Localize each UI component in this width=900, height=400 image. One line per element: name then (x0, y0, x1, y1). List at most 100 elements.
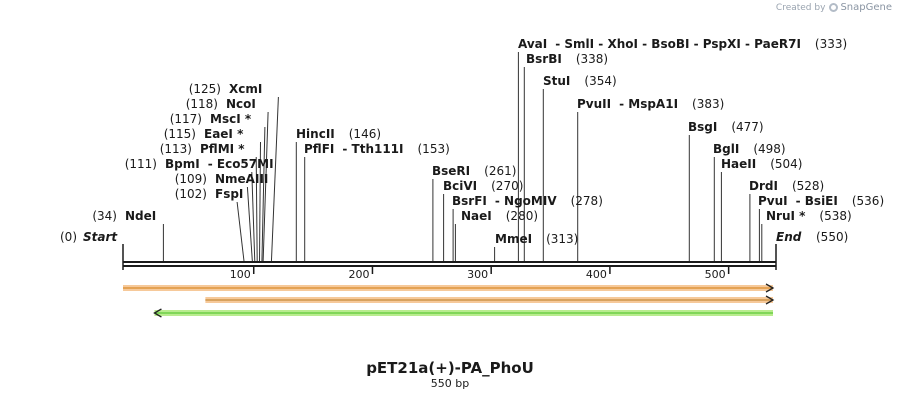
site-name: AvaI (518, 37, 547, 51)
ruler-tick-label: 100 (230, 268, 251, 281)
site-position: (34) (92, 209, 117, 223)
forward-arrow-icon (765, 283, 775, 293)
site-label-msci: (117) MscI * (170, 112, 252, 126)
site-position: (313) (546, 232, 578, 246)
sequence-backbone (123, 261, 776, 267)
site-extra-names: - BsiEI (796, 194, 838, 208)
site-line-nmeaiii (246, 186, 253, 263)
end-label: End (776, 230, 802, 244)
site-label-bcivi: BciVI (270) (443, 179, 523, 193)
site-name: NaeI (461, 209, 492, 223)
site-position: (118) (186, 97, 218, 111)
site-position: (146) (349, 127, 381, 141)
snapgene-credit: Created by SnapGene (776, 2, 892, 13)
site-position: (383) (692, 97, 724, 111)
site-name: NcoI (226, 97, 256, 111)
site-position: (354) (584, 74, 616, 88)
site-label-ndei: (34) NdeI (92, 209, 156, 223)
forward-arrow-icon (765, 295, 775, 305)
site-position: (504) (770, 157, 802, 171)
site-label-pflmi: (113) PflMI * (160, 142, 246, 156)
credit-prefix: Created by (775, 3, 826, 13)
site-label-stui: StuI (354) (543, 74, 617, 88)
site-label-bsrbi: BsrBI (338) (526, 52, 608, 66)
site-position: (538) (819, 209, 851, 223)
site-label-xcmi: (125) XcmI (189, 82, 263, 96)
site-label-drdi: DrdI (528) (749, 179, 824, 193)
site-name: XcmI (229, 82, 262, 96)
site-name: NmeAIII (215, 172, 268, 186)
site-position: (528) (792, 179, 824, 193)
site-label-ncoi: (118) NcoI (186, 97, 256, 111)
site-label-avai: AvaI - SmlI - XhoI - BsoBI - PspXI - PaeR… (518, 37, 847, 51)
site-line-msci (261, 126, 266, 263)
site-position: (117) (170, 112, 202, 126)
reverse-arrow-icon (153, 308, 162, 318)
site-label-bpmi: (111) BpmI - Eco57MI (125, 157, 274, 171)
site-line-fspi (236, 201, 245, 263)
site-name: HincII (296, 127, 335, 141)
site-name: NdeI (125, 209, 156, 223)
site-line-ncoi (262, 111, 269, 263)
site-label-fspi: (102) FspI (175, 187, 244, 201)
site-extra-names: - MspA1I (619, 97, 678, 111)
site-position: (111) (125, 157, 157, 171)
site-position: (153) (418, 142, 450, 156)
site-name: FspI (215, 187, 243, 201)
feature-bar-1[interactable] (123, 283, 775, 293)
site-label-bsgi: BsgI (477) (688, 120, 764, 134)
site-position: (536) (852, 194, 884, 208)
plasmid-length: 550 bp (430, 377, 470, 390)
site-position: (278) (571, 194, 603, 208)
site-name: BglI (713, 142, 739, 156)
site-label-pflfi: PflFI - Tth111I (153) (304, 142, 450, 156)
site-line-bpmi (251, 171, 256, 263)
site-name: MscI * (210, 112, 252, 126)
site-position: (125) (189, 82, 221, 96)
ruler-tick-label: 300 (467, 268, 488, 281)
site-line-pflmi (255, 156, 258, 263)
site-extra-names: - Tth111I (342, 142, 403, 156)
site-label-bgli: BglI (498) (713, 142, 786, 156)
ruler-tick-label: 500 (705, 268, 726, 281)
site-name: BciVI (443, 179, 477, 193)
site-name: HaeII (721, 157, 756, 171)
site-name: PvuII (577, 97, 611, 111)
site-label-nrui: NruI * (538) (766, 209, 852, 223)
site-label-naei: NaeI (280) (461, 209, 538, 223)
site-position: (270) (491, 179, 523, 193)
site-name: MmeI (495, 232, 532, 246)
feature-bar-3[interactable] (153, 308, 773, 318)
site-position: (113) (160, 142, 192, 156)
site-name: PvuI (758, 194, 788, 208)
site-position: (280) (506, 209, 538, 223)
site-position: (115) (164, 127, 196, 141)
ruler-tick-label: 200 (348, 268, 369, 281)
site-label-mmei: MmeI (313) (495, 232, 578, 246)
site-name: BsgI (688, 120, 717, 134)
site-position: (338) (576, 52, 608, 66)
site-name: NruI * (766, 209, 806, 223)
site-name: StuI (543, 74, 570, 88)
site-position: (102) (175, 187, 207, 201)
plasmid-title: pET21a(+)-PA_PhoU (366, 359, 534, 377)
site-line-xcmi (270, 96, 279, 263)
site-label-eaei: (115) EaeI * (164, 127, 244, 141)
start-position: (0) (60, 230, 77, 244)
feature-bar-2[interactable] (205, 295, 775, 305)
site-position: (109) (175, 172, 207, 186)
site-position: (333) (815, 37, 847, 51)
site-label-pvuii: PvuII - MspA1I (383) (577, 97, 724, 111)
credit-brand: SnapGene (840, 2, 892, 13)
start-label: Start (83, 230, 118, 244)
site-label-bsrfi: BsrFI - NgoMIV (278) (452, 194, 603, 208)
end-position: (550) (816, 230, 848, 244)
site-label-nmeaiii: (109) NmeAIII (175, 172, 269, 186)
site-name: PflMI * (200, 142, 245, 156)
site-extra-names: - SmlI - XhoI - BsoBI - PspXI - PaeR7I (555, 37, 801, 51)
ruler-tick-label: 400 (586, 268, 607, 281)
site-label-haeii: HaeII (504) (721, 157, 803, 171)
site-extra-names: - NgoMIV (495, 194, 557, 208)
site-name: EaeI * (204, 127, 244, 141)
